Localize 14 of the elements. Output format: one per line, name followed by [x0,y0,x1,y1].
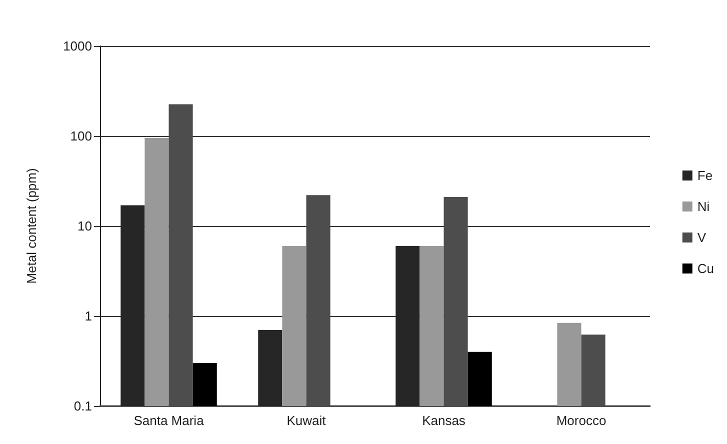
legend-label: Ni [697,199,710,214]
y-tick-label: 0.1 [74,398,92,414]
x-tick-label: Kuwait [286,413,326,428]
legend-label: V [697,230,706,245]
y-tick-label: 100 [70,128,92,144]
x-tick-label: Kansas [422,413,466,428]
y-tick-label: 1000 [63,38,92,54]
y-tick-label: 1 [84,308,92,324]
x-tick-label: Santa Maria [134,413,205,428]
y-tick-label: 10 [78,218,92,234]
y-axis-title: Metal content (ppm) [24,168,39,284]
legend-label: Fe [697,168,713,183]
legend-label: Cu [697,261,714,276]
x-tick-label: Morocco [556,413,606,428]
